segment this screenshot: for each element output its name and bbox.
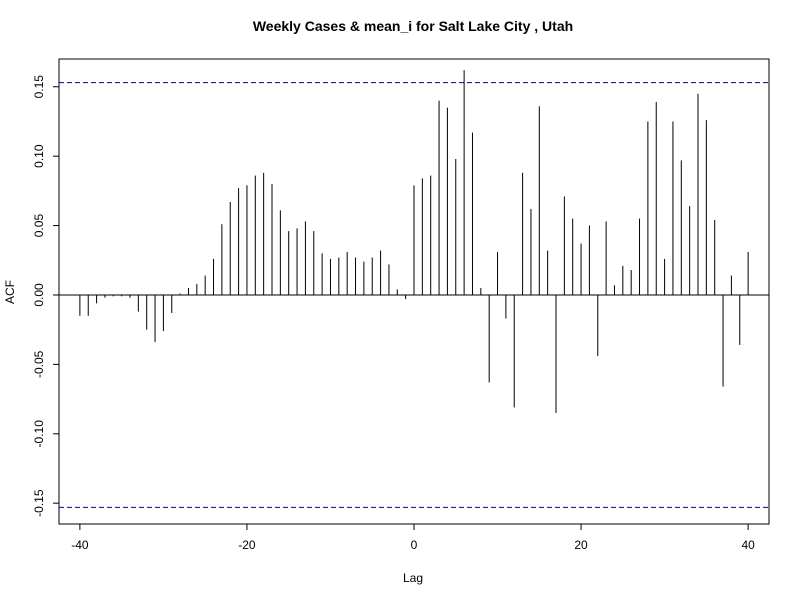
y-tick-label: -0.10 bbox=[32, 420, 46, 448]
y-tick-label: 0.00 bbox=[32, 283, 46, 307]
acf-bars bbox=[79, 70, 749, 413]
confidence-bounds bbox=[59, 82, 769, 508]
x-axis-label: Lag bbox=[403, 571, 423, 585]
x-axis: -40 -20 0 20 40 bbox=[71, 524, 755, 552]
x-tick-label: -40 bbox=[71, 538, 89, 552]
y-axis-label: ACF bbox=[3, 280, 17, 304]
x-tick-label: -20 bbox=[238, 538, 256, 552]
y-tick-label: -0.05 bbox=[32, 350, 46, 378]
y-tick-label: 0.05 bbox=[32, 214, 46, 238]
y-axis: -0.15 -0.10 -0.05 0.00 0.05 0.10 0.15 bbox=[32, 75, 59, 517]
y-tick-label: -0.15 bbox=[32, 489, 46, 517]
x-tick-label: 40 bbox=[741, 538, 755, 552]
x-tick-label: 20 bbox=[574, 538, 588, 552]
y-tick-label: 0.10 bbox=[32, 144, 46, 168]
chart-title: Weekly Cases & mean_i for Salt Lake City… bbox=[253, 18, 573, 34]
y-tick-label: 0.15 bbox=[32, 75, 46, 99]
x-tick-label: 0 bbox=[411, 538, 418, 552]
